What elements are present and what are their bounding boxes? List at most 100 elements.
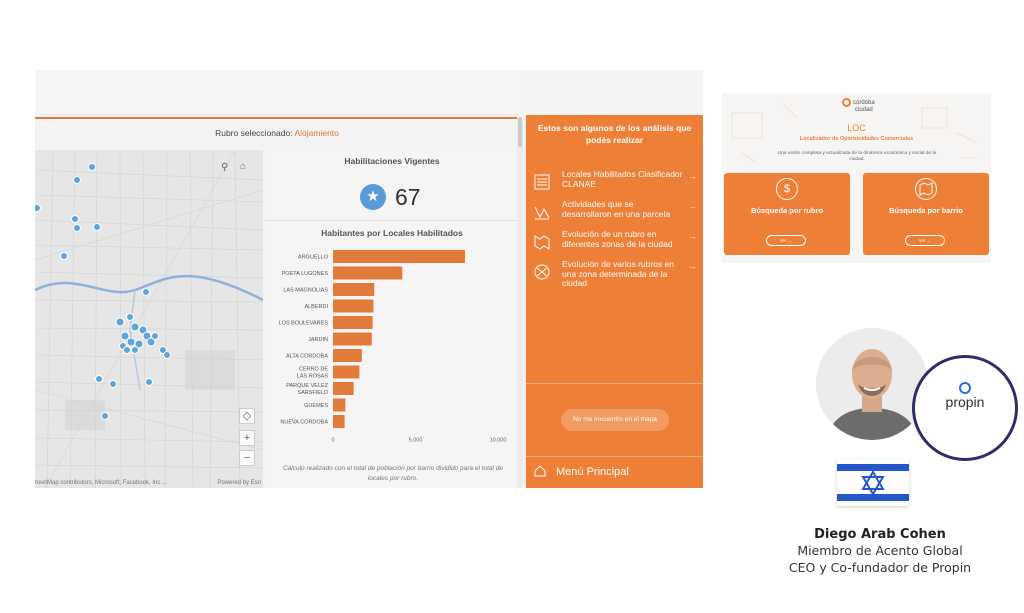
chart-note: Cálculo realizado con el total de poblac… [282,465,504,482]
rubro-label: Rubro seleccionado: [215,128,293,138]
brand-top: córdoba [853,100,875,107]
chart-bar [333,299,374,313]
chart-bar [333,332,372,346]
propin-mark-icon [959,382,971,394]
chart-title: Habitantes por Locales Habilitados [321,228,463,238]
avatar [816,328,928,440]
x-tick-label: 10.000 [490,438,507,444]
dollar-icon: $ [776,178,798,200]
analysis-item-rubros[interactable]: Evolución de varios rubros en una zona d… [526,259,703,288]
category-label: LAS MAGNOLIAS [283,288,328,294]
flag-stripe [837,464,909,471]
chart-bar [333,316,373,329]
attribution-text: treetMap contributors, Microsoft, Facebo… [35,480,168,486]
search-by-barrio-card[interactable]: Búsqueda por barrio Ver → [863,173,989,255]
logo-mark-icon [842,98,851,107]
analysis-item-label: Locales Habilitados Clasificador CLANAE [562,169,683,189]
zoom-in-button[interactable]: + [239,430,255,446]
propin-logo: propin [912,355,1018,461]
card-label: Búsqueda por rubro [750,206,824,215]
category-label: ARGUELLO [298,255,329,261]
kpi-title: Habilitaciones Vigentes [344,156,440,166]
category-label: PARQUE VELEZ [286,383,328,389]
home-icon[interactable]: ⌂ [240,161,247,172]
map-points [35,163,171,420]
ver-button[interactable]: Ver → [905,235,945,246]
map-icon [915,178,937,200]
analysis-item-label: Actividades que se desarrollaron en una … [562,199,671,219]
area-icon [534,264,550,280]
category-label: CERRO DE [299,367,328,373]
category-label: JARDIN [308,337,328,343]
dashboard-header [35,70,519,115]
x-tick-label: 5.000 [409,438,423,444]
bar-chart: ARGUELLO POETA LUGONES LAS MAGNOLIAS ALBERD… [279,250,507,444]
person-role-2: CEO y Co-fundador de Propin [788,560,972,575]
loc-title: LOC [847,123,866,133]
chart-bar [333,398,346,412]
analysis-item-parcela[interactable]: Actividades que se desarrollaron en una … [526,199,703,226]
chart-bar [333,266,403,280]
analysis-item-label: Evolución de un rubro en diferentes zona… [562,229,673,249]
map-streets [35,150,263,488]
person-photo [816,328,928,440]
analysis-heading: Estos son algunos de los análisis que po… [537,123,692,145]
chart-bar [333,382,354,395]
x-tick-label: 0 [331,438,334,444]
loc-description: Una visión completa y actualizada de la … [777,151,937,162]
category-label: POETA LUGONES [282,271,329,277]
scrollbar-thumb[interactable] [518,117,522,147]
map-attribution: treetMap contributors, Microsoft, Facebo… [35,480,263,486]
map-view[interactable]: ⚲ ⌂ ◇ + − treetMap contributors, Microso… [35,150,263,488]
not-found-button[interactable]: No me encuentro en el mapa [561,409,669,431]
person-name: Diego Arab Cohen [814,527,946,542]
loc-screenshot: córdoba ciudad LOC Localizador de Oportu… [722,93,991,263]
star-of-david-icon [861,470,885,496]
zoom-out-button[interactable]: − [239,450,255,466]
category-label: SARSFIELD [297,390,328,396]
divider [265,220,519,221]
zones-icon [534,235,550,250]
analysis-panel: Estos son algunos de los análisis que po… [526,115,703,488]
category-label: LOS BOULEVARES [279,321,329,327]
arrow-right-icon: → [688,171,697,181]
dashboard-screenshot: Rubro seleccionado: Alojamiento ⚲ ⌂ [35,70,703,488]
kpi-block: ★ 67 [360,182,421,212]
israel-flag [837,459,909,506]
search-by-rubro-card[interactable]: $ Búsqueda por rubro Ver → [724,173,850,255]
company-name: propin [945,394,985,410]
brand-bottom: ciudad [855,107,873,113]
category-label: NUEVA CORDOBA [280,420,328,426]
search-icon[interactable]: ⚲ [221,162,229,173]
main-menu-button[interactable]: Menú Principal [526,456,703,488]
divider [526,383,703,384]
person-info: Diego Arab Cohen Miembro de Acento Globa… [740,527,1020,576]
kpi-value: 67 [395,183,421,210]
powered-by[interactable]: Powered by Esri [217,480,261,486]
arrow-right-icon: → [688,201,697,211]
cordoba-logo: córdoba ciudad [842,98,875,113]
flag-stripe [837,494,909,501]
category-label: GUEMES [304,403,328,409]
list-icon [534,174,550,190]
chart-bar [333,250,465,263]
ver-label: Ver [918,238,926,243]
scrollbar[interactable] [517,117,523,488]
analysis-item-zonas[interactable]: Evolución de un rubro en diferentes zona… [526,229,703,256]
ver-label: Ver [779,238,787,243]
main-menu-label: Menú Principal [556,466,629,478]
stats-panel: Habilitaciones Vigentes ★ 67 Habitantes … [265,150,519,488]
loc-subtitle: Localizador de Oportunidades Comerciales [799,136,914,142]
ver-button[interactable]: Ver → [766,235,806,246]
category-label: ALTA CORDOBA [286,354,328,360]
rubro-value: Alojamiento [294,128,339,138]
card-label: Búsqueda por barrio [889,206,963,215]
person-role-1: Miembro de Acento Global [797,543,963,558]
arrow-right-icon: → [688,231,697,241]
loc-background-pattern [731,102,978,164]
rubro-selector[interactable]: Rubro seleccionado: Alojamiento [35,117,519,147]
analysis-item-clanae[interactable]: Locales Habilitados Clasificador CLANAE … [526,169,703,196]
locate-button[interactable]: ◇ [239,408,255,424]
category-label: ALBERDI [304,304,328,310]
star-icon: ★ [360,184,386,210]
